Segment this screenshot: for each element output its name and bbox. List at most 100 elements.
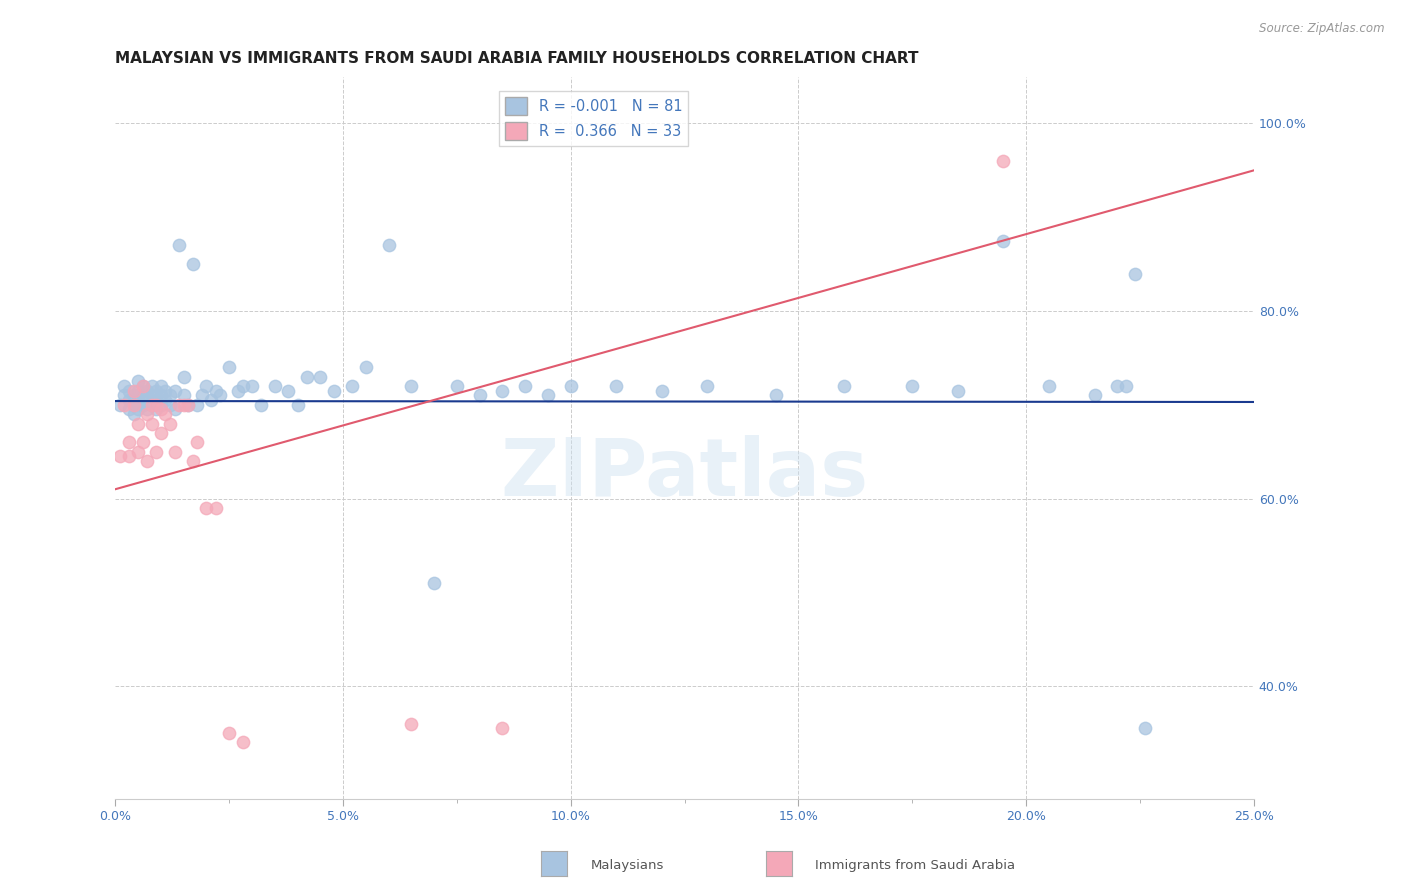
Point [277,384,299,398]
Point [131,388,153,402]
Point [122,407,145,421]
Text: Immigrants from Saudi Arabia: Immigrants from Saudi Arabia [815,859,1015,872]
Point [131,379,153,393]
Point [118,393,141,408]
Legend: R = -0.001   N = 81, R =  0.366   N = 33: R = -0.001 N = 81, R = 0.366 N = 33 [499,91,688,145]
Point [136,384,159,398]
Point [993,234,1015,248]
Point [155,407,177,421]
Point [127,444,149,458]
Point [401,379,423,393]
Text: Source: ZipAtlas.com: Source: ZipAtlas.com [1260,22,1385,36]
Point [181,257,204,271]
Point [340,379,363,393]
Point [446,379,468,393]
Point [218,360,240,375]
Point [118,435,141,450]
Point [159,388,181,402]
Point [149,388,172,402]
Point [181,454,204,468]
Point [515,379,537,393]
Point [946,384,969,398]
Point [141,417,163,431]
Point [167,398,190,412]
Point [118,384,141,398]
Point [177,398,200,412]
Point [1038,379,1060,393]
Point [1125,267,1147,281]
Point [167,238,190,252]
Point [309,369,332,384]
Text: ZIPatlas: ZIPatlas [501,434,869,513]
Point [209,388,232,402]
Point [377,238,399,252]
Point [651,384,673,398]
Point [323,384,346,398]
Point [186,398,208,412]
Point [1115,379,1137,393]
Point [149,425,172,440]
Point [136,454,159,468]
Point [149,379,172,393]
Point [173,388,195,402]
Point [118,402,141,417]
Point [145,384,167,398]
Point [195,500,218,515]
Point [122,388,145,402]
Point [204,384,226,398]
Point [141,398,163,412]
Point [401,716,423,731]
Point [131,435,153,450]
Point [173,369,195,384]
Point [114,398,136,412]
Point [354,360,377,375]
Point [131,398,153,412]
Point [173,398,195,412]
Point [765,388,787,402]
Point [145,402,167,417]
Point [114,388,136,402]
Point [901,379,924,393]
Point [159,398,181,412]
Text: MALAYSIAN VS IMMIGRANTS FROM SAUDI ARABIA FAMILY HOUSEHOLDS CORRELATION CHART: MALAYSIAN VS IMMIGRANTS FROM SAUDI ARABI… [115,51,920,66]
Point [127,402,149,417]
Text: Malaysians: Malaysians [591,859,664,872]
Point [537,388,560,402]
Point [295,369,318,384]
Point [131,379,153,393]
Point [145,393,167,408]
Point [228,384,250,398]
Point [159,417,181,431]
Point [163,384,186,398]
Point [195,379,218,393]
Point [423,576,446,591]
Point [155,393,177,408]
Point [127,384,149,398]
Point [191,388,214,402]
Point [560,379,582,393]
Point [491,384,513,398]
Point [1107,379,1129,393]
Point [696,379,718,393]
Point [1083,388,1105,402]
Point [468,388,491,402]
Point [108,398,131,412]
Point [114,379,136,393]
Point [993,153,1015,168]
Point [232,735,254,749]
Point [177,398,200,412]
Point [136,407,159,421]
Point [287,398,309,412]
Point [1133,722,1156,736]
Point [491,722,513,736]
Point [204,500,226,515]
Point [145,398,167,412]
Point [122,398,145,412]
Point [149,402,172,417]
Point [240,379,263,393]
Point [163,444,186,458]
Point [141,398,163,412]
Point [149,398,172,412]
Point [186,435,208,450]
Point [155,384,177,398]
